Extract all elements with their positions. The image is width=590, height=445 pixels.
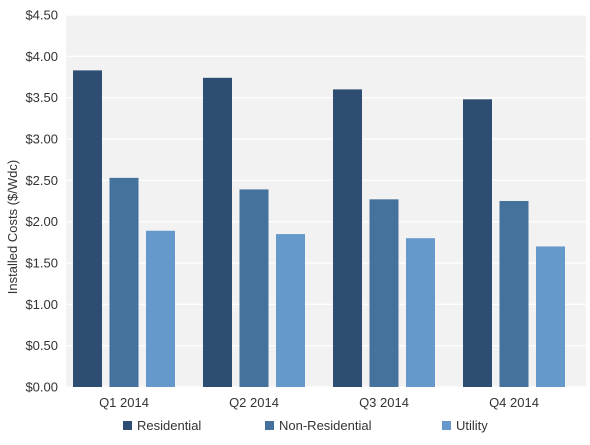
legend-label: Utility (456, 418, 488, 433)
bar-utility-1 (146, 230, 175, 387)
x-axis-ticks: Q1 2014 Q2 2014 Q3 2014 Q4 2014 (99, 395, 539, 410)
bar-residential-4 (463, 99, 492, 387)
bar-residential-2 (203, 77, 232, 388)
y-axis-ticks: $0.00 $0.50 $1.00 $1.50 $2.00 $2.50 $3.00 $3.50… (25, 8, 58, 395)
legend-swatch (123, 421, 132, 430)
bar-residential-3 (333, 89, 362, 388)
y-tick-label: $4.50 (25, 8, 58, 23)
bar-residential-1 (73, 70, 102, 388)
bars (73, 70, 565, 388)
bar-utility-4 (536, 246, 565, 387)
bar-utility-3 (406, 238, 435, 387)
y-tick-label: $3.50 (25, 90, 58, 105)
x-tick-label: Q3 2014 (359, 395, 409, 410)
legend-label: Residential (137, 418, 201, 433)
x-tick-label: Q4 2014 (489, 395, 539, 410)
bar-non-residential-3 (369, 199, 399, 387)
bar-utility-2 (276, 234, 305, 387)
legend-swatch (265, 421, 274, 430)
bar-non-residential-4 (499, 201, 529, 387)
y-tick-label: $2.50 (25, 173, 58, 188)
legend-label: Non-Residential (279, 418, 372, 433)
y-tick-label: $2.00 (25, 214, 58, 229)
legend: Residential Non-Residential Utility (123, 418, 488, 433)
y-tick-label: $0.50 (25, 338, 58, 353)
y-tick-label: $0.00 (25, 380, 58, 395)
gridlines (66, 14, 586, 388)
legend-swatch (442, 421, 451, 430)
bar-non-residential-1 (109, 177, 139, 387)
y-tick-label: $1.00 (25, 297, 58, 312)
x-tick-label: Q2 2014 (229, 395, 279, 410)
y-tick-label: $1.50 (25, 256, 58, 271)
y-tick-label: $3.00 (25, 132, 58, 147)
y-axis-title: Installed Costs ($/Wdc) (5, 160, 20, 294)
y-tick-label: $4.00 (25, 49, 58, 64)
bar-non-residential-2 (239, 189, 269, 387)
x-tick-label: Q1 2014 (99, 395, 149, 410)
